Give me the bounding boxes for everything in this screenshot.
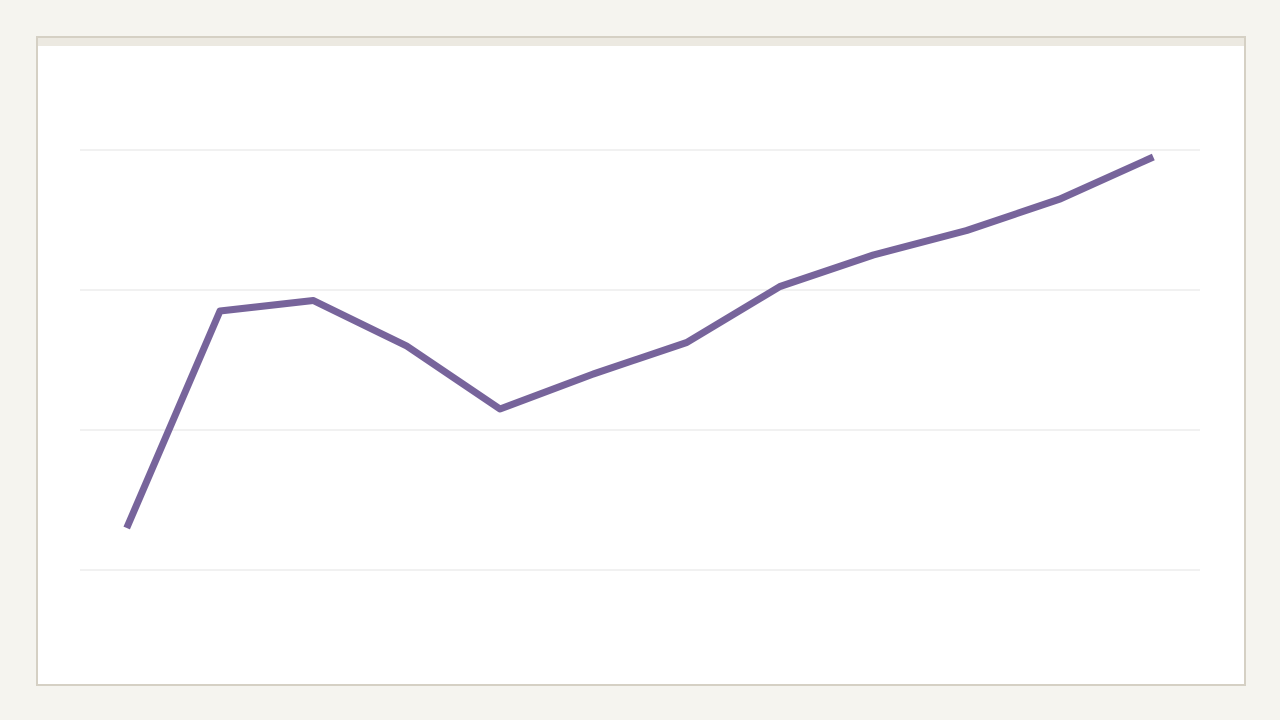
series-line-0: [123, 153, 1155, 530]
series-layer: [123, 153, 1155, 530]
frame-top-strip: [38, 38, 1244, 46]
gridlines: [80, 149, 1200, 571]
